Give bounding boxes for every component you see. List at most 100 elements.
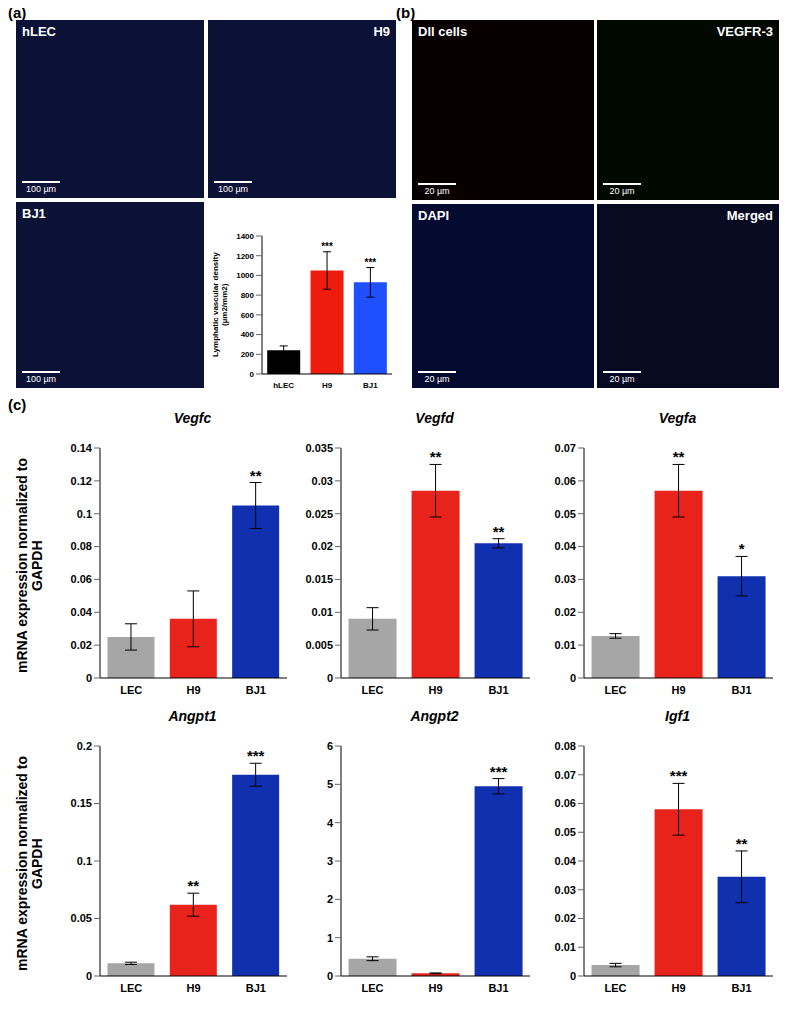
svg-text:0.02: 0.02 <box>71 639 92 651</box>
svg-text:BJ1: BJ1 <box>246 684 266 696</box>
svg-text:0.01: 0.01 <box>555 941 576 953</box>
svg-text:**: ** <box>493 523 505 540</box>
svg-text:H9: H9 <box>671 684 685 696</box>
svg-text:0.03: 0.03 <box>555 884 576 896</box>
svg-text:200: 200 <box>241 350 255 359</box>
html-text:(c): (c) <box>8 396 27 413</box>
html-text:Angpt1: Angpt1 <box>168 708 217 724</box>
svg-text:0.15: 0.15 <box>71 797 92 809</box>
svg-text:BJ1: BJ1 <box>731 982 751 994</box>
svg-text:0.04: 0.04 <box>71 606 93 618</box>
html-text:hLEC: hLEC <box>22 24 56 39</box>
svg-text:0.06: 0.06 <box>555 475 576 487</box>
html-text:Igf1: Igf1 <box>665 708 690 724</box>
svg-text:0.07: 0.07 <box>555 442 576 454</box>
svg-text:0.07: 0.07 <box>555 769 576 781</box>
svg-text:800: 800 <box>241 291 255 300</box>
html-text:mRNA expression normalized to: mRNA expression normalized to GAPDH <box>13 458 45 674</box>
svg-text:LEC: LEC <box>362 684 384 696</box>
svg-text:0.04: 0.04 <box>555 540 577 552</box>
svg-text:0: 0 <box>327 672 333 684</box>
svg-text:0.02: 0.02 <box>555 912 576 924</box>
svg-text:**: ** <box>673 448 685 465</box>
svg-text:H9: H9 <box>428 684 442 696</box>
svg-text:2: 2 <box>327 893 333 905</box>
svg-text:**: ** <box>430 448 442 465</box>
svg-text:***: *** <box>365 257 377 268</box>
svg-text:0.01: 0.01 <box>555 639 576 651</box>
svg-text:4: 4 <box>327 817 334 829</box>
svg-text:0.06: 0.06 <box>71 573 92 585</box>
svg-text:**: ** <box>187 877 199 894</box>
html-text:Vegfd: Vegfd <box>415 410 454 426</box>
svg-text:0.08: 0.08 <box>71 540 92 552</box>
svg-text:0.12: 0.12 <box>71 475 92 487</box>
svg-text:LEC: LEC <box>605 982 627 994</box>
svg-text:0.025: 0.025 <box>305 508 333 520</box>
svg-text:0.03: 0.03 <box>312 475 333 487</box>
svg-text:0.035: 0.035 <box>305 442 333 454</box>
svg-text:0.1: 0.1 <box>77 855 92 867</box>
svg-text:0.015: 0.015 <box>305 573 333 585</box>
svg-text:0.03: 0.03 <box>555 573 576 585</box>
svg-text:BJ1: BJ1 <box>488 684 508 696</box>
html-text:(b): (b) <box>396 4 416 21</box>
svg-text:BJ1: BJ1 <box>488 982 508 994</box>
svg-text:0.08: 0.08 <box>555 740 576 752</box>
svg-text:0.05: 0.05 <box>555 826 576 838</box>
svg-text:0.1: 0.1 <box>77 508 92 520</box>
svg-text:***: *** <box>321 241 333 252</box>
html-text:Vegfa: Vegfa <box>658 410 697 426</box>
svg-text:H9: H9 <box>322 381 333 390</box>
html-text:Vegfc: Vegfc <box>173 410 212 426</box>
svg-text:H9: H9 <box>186 684 200 696</box>
svg-text:5: 5 <box>327 778 333 790</box>
svg-text:BJ1: BJ1 <box>363 381 378 390</box>
svg-text:3: 3 <box>327 855 333 867</box>
svg-text:LEC: LEC <box>120 982 142 994</box>
svg-text:0.005: 0.005 <box>305 639 333 651</box>
svg-text:0.06: 0.06 <box>555 797 576 809</box>
html-text:Angpt2: Angpt2 <box>410 708 459 724</box>
svg-text:0.05: 0.05 <box>555 508 576 520</box>
svg-text:6: 6 <box>327 740 333 752</box>
svg-text:400: 400 <box>241 330 255 339</box>
svg-text:0.2: 0.2 <box>77 740 92 752</box>
svg-text:**: ** <box>250 467 262 484</box>
svg-text:0: 0 <box>86 970 92 982</box>
svg-text:H9: H9 <box>186 982 200 994</box>
svg-text:**: ** <box>736 835 748 852</box>
html-text:Lymphatic vascular density (µm: Lymphatic vascular density (µm2/mm2) <box>211 252 229 358</box>
svg-text:0.02: 0.02 <box>555 606 576 618</box>
svg-text:0.04: 0.04 <box>555 855 577 867</box>
svg-text:0.05: 0.05 <box>71 912 92 924</box>
svg-text:***: *** <box>490 763 508 780</box>
html-text:mRNA expression normalized to: mRNA expression normalized to GAPDH <box>13 756 45 972</box>
html-text:H9: H9 <box>373 24 390 39</box>
svg-text:LEC: LEC <box>605 684 627 696</box>
svg-text:*: * <box>739 540 745 557</box>
svg-text:BJ1: BJ1 <box>246 982 266 994</box>
svg-text:1: 1 <box>327 932 333 944</box>
svg-text:BJ1: BJ1 <box>731 684 751 696</box>
svg-text:0: 0 <box>327 970 333 982</box>
svg-text:H9: H9 <box>671 982 685 994</box>
svg-text:LEC: LEC <box>362 982 384 994</box>
svg-text:0.14: 0.14 <box>71 442 93 454</box>
svg-text:1000: 1000 <box>236 271 254 280</box>
svg-text:600: 600 <box>241 311 255 320</box>
svg-text:0: 0 <box>570 970 576 982</box>
svg-text:0: 0 <box>250 370 255 379</box>
svg-text:***: *** <box>247 747 265 764</box>
svg-text:LEC: LEC <box>120 684 142 696</box>
svg-text:0: 0 <box>570 672 576 684</box>
svg-text:1200: 1200 <box>236 252 254 261</box>
svg-text:H9: H9 <box>428 982 442 994</box>
svg-text:1400: 1400 <box>236 232 254 241</box>
svg-text:0: 0 <box>86 672 92 684</box>
svg-text:***: *** <box>670 767 688 784</box>
svg-text:0.01: 0.01 <box>312 606 333 618</box>
svg-text:hLEC: hLEC <box>273 381 294 390</box>
html-text:(a): (a) <box>8 4 27 21</box>
svg-text:0.02: 0.02 <box>312 540 333 552</box>
